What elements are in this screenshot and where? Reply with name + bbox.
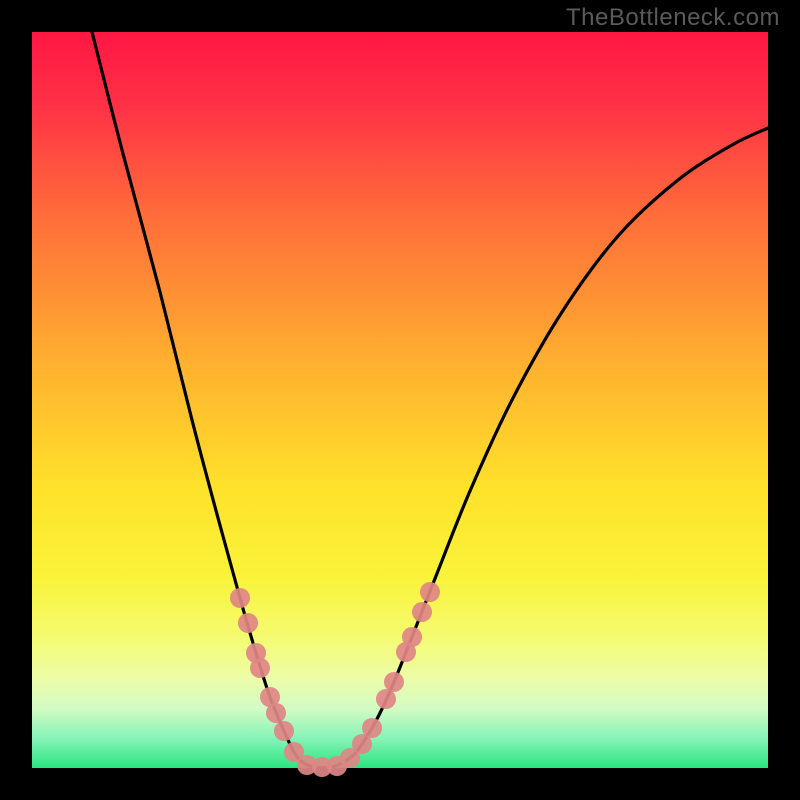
watermark-text: TheBottleneck.com (566, 4, 780, 32)
data-markers (230, 582, 440, 777)
data-marker (412, 602, 432, 622)
data-marker (250, 658, 270, 678)
plot-area (32, 32, 768, 768)
data-marker (420, 582, 440, 602)
data-marker (274, 721, 294, 741)
chart-root: TheBottleneck.com (0, 0, 800, 800)
curve-layer (32, 32, 768, 768)
data-marker (384, 672, 404, 692)
v-curve (92, 32, 768, 768)
data-marker (238, 613, 258, 633)
data-marker (230, 588, 250, 608)
data-marker (362, 718, 382, 738)
data-marker (266, 703, 286, 723)
data-marker (402, 627, 422, 647)
data-marker (376, 689, 396, 709)
